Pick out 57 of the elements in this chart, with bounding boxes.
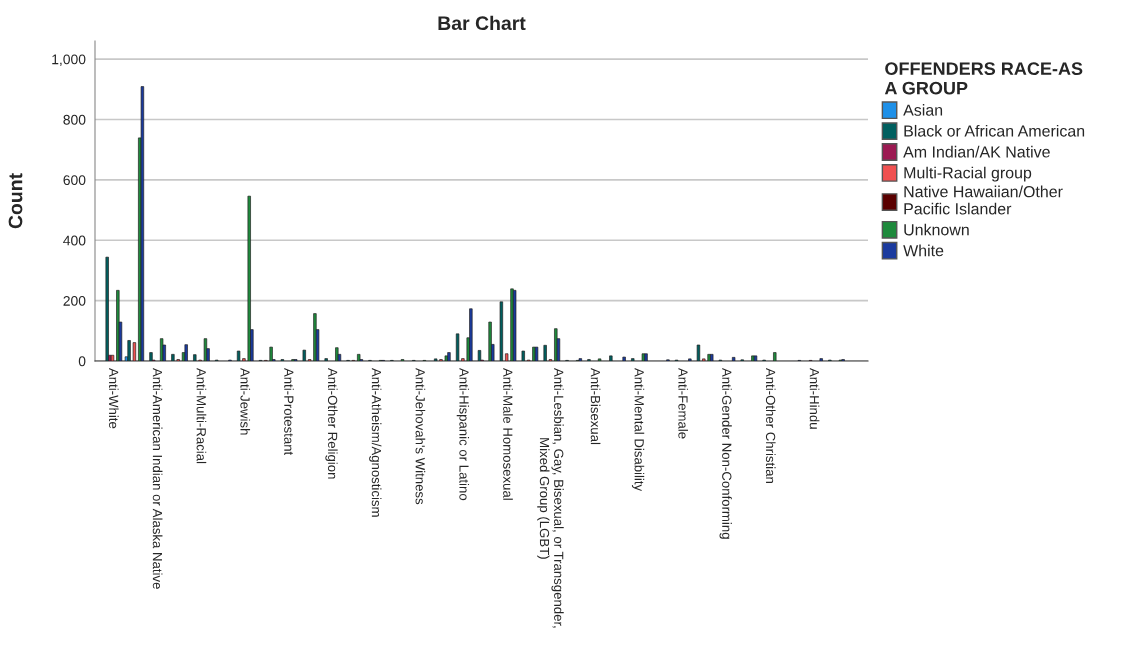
x-tick-label: Anti-Jehovah's Witness [415,367,426,505]
bar [140,86,145,361]
x-tick-label: Anti-Hindu [809,367,820,429]
x-tick-label: Anti-Gender Non-Conforming [719,367,732,539]
bar [149,352,153,361]
x-tick-label: Anti-Other Religion [325,367,338,479]
x-tick-label: Anti-American Indian or Alaska Native [152,367,163,589]
bar [688,358,692,361]
x-tick-label: Anti-Hispanic or Latino [456,367,470,501]
bar [116,290,120,361]
legend-label: Am Indian/AK Native [903,145,1050,158]
x-tick-label: Anti-Atheism/Agnosticism [369,367,382,517]
x-tick-label: Anti-White [108,367,119,429]
y-tick-label: 600 [63,175,86,186]
bar [597,358,602,361]
x-tick-label: Anti-Female [678,367,689,439]
bar [105,256,109,361]
y-tick-label: 800 [63,114,86,125]
x-tick-label: Anti-Multi-Racial [196,367,207,464]
bar [819,358,823,361]
bar [773,352,777,361]
bar [324,358,328,361]
legend-label: Native Hawaiian/Other Pacific Islander [904,185,1063,215]
bar [631,358,635,361]
y-tick-label: 400 [63,235,86,246]
bar [499,301,504,361]
y-tick-label: 0 [78,356,86,367]
bar [302,349,306,361]
x-tick-label: Anti-Mental Disability [631,367,645,492]
chart-title: Bar Chart [438,15,526,31]
x-tick-label: Anti-Jewish [240,367,251,435]
y-axis-title: Count [8,173,23,229]
legend-label: White [903,244,944,257]
bar [184,344,188,361]
bar [731,357,736,361]
bar [357,354,361,361]
y-tick-label: 200 [63,295,86,306]
x-tick-label: Anti-Bisexual [590,367,601,445]
legend-label: Asian [903,104,943,116]
bar [622,356,626,361]
legend-title: OFFENDERS RACE-AS A GROUP [884,62,1083,95]
bar [477,350,482,361]
y-tick-label: 1,000 [52,54,86,66]
bar [702,358,706,361]
legend-label: Unknown [904,223,969,236]
x-tick-label: Anti-Protestant [284,367,294,456]
bar [335,347,339,361]
bar [696,344,701,361]
bar [488,321,492,361]
bar [469,308,473,361]
x-tick-label: Anti-Other Christian [765,367,776,483]
bar [521,350,525,361]
bar [609,355,613,361]
legend-label: Multi-Racial group [904,166,1032,182]
legend-label: Black or African American [904,124,1085,137]
x-tick-label: Anti-Lesbian, Gay, Bisexual, or Transgender, Mixed Group (LGBT) [537,367,564,628]
x-tick-label: Anti-Male Homosexual [503,367,513,500]
